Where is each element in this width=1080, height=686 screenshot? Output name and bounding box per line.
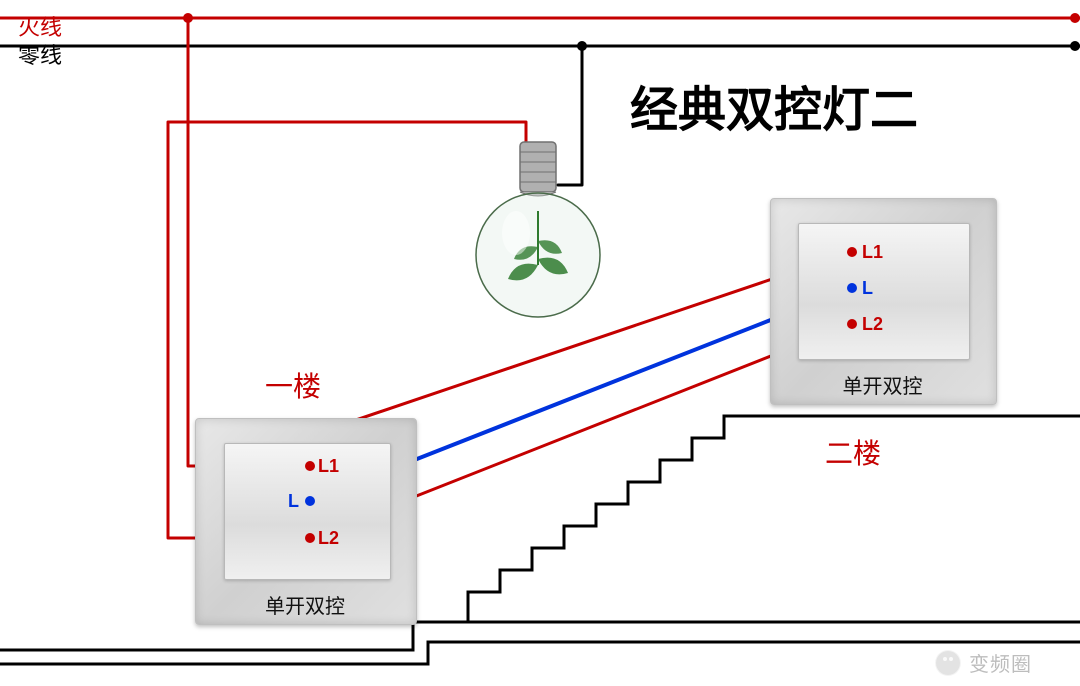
- watermark-text: 变频圈: [969, 648, 1032, 677]
- switch1-terminal-L2: [305, 533, 315, 543]
- watermark: 变频圈: [935, 648, 1032, 677]
- switch2-terminal-L2-label: L2: [862, 314, 883, 335]
- switch2-caption: 单开双控: [770, 370, 995, 399]
- switch2-terminal-L1-label: L1: [862, 242, 883, 263]
- floor2-label: 二楼: [825, 432, 881, 472]
- switch2-terminal-L2: [847, 319, 857, 329]
- wechat-icon: [935, 650, 961, 676]
- switch1-caption: 单开双控: [195, 590, 415, 619]
- switch2-terminal-L-label: L: [862, 278, 873, 299]
- floor1-label: 一楼: [265, 365, 321, 405]
- neutral-wire-label: 零线: [18, 38, 62, 70]
- diagram-title: 经典双控灯二: [630, 70, 918, 140]
- switch2-terminal-L: [847, 283, 857, 293]
- switch1-terminal-L1-label: L1: [318, 456, 339, 477]
- switch2-terminal-L1: [847, 247, 857, 257]
- switch1-terminal-L2-label: L2: [318, 528, 339, 549]
- switch2-rocker: [798, 223, 970, 360]
- switch1-terminal-L-label: L: [288, 491, 299, 512]
- switch1-terminal-L1: [305, 461, 315, 471]
- switch1-terminal-L: [305, 496, 315, 506]
